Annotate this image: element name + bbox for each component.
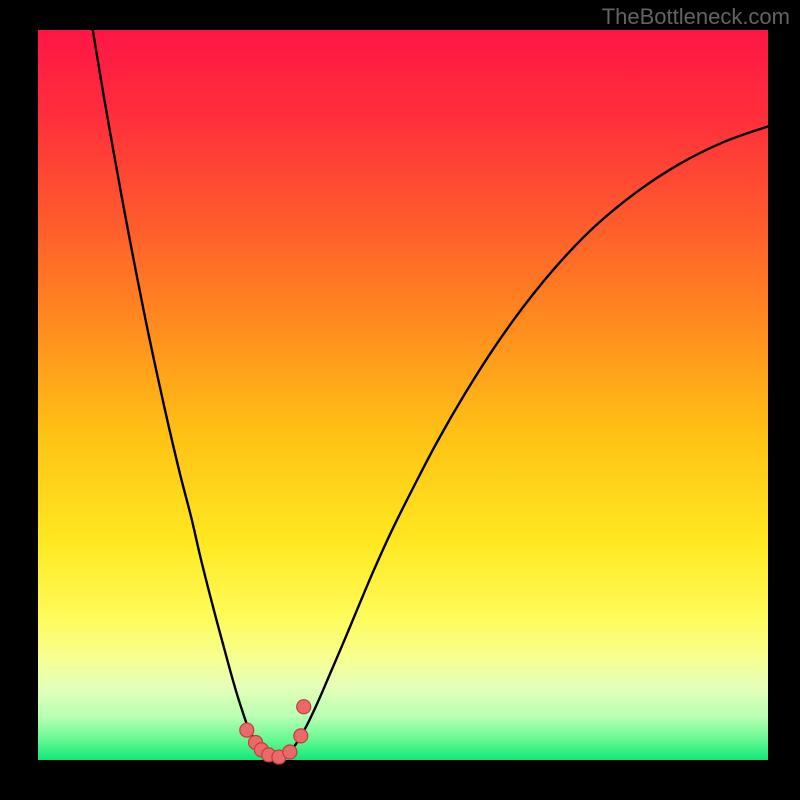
valley-dot	[294, 729, 308, 743]
valley-dot	[240, 723, 254, 737]
plot-background	[38, 30, 768, 760]
stage: TheBottleneck.com	[0, 0, 800, 800]
valley-dot	[283, 745, 297, 759]
watermark-text: TheBottleneck.com	[602, 4, 790, 30]
bottleneck-curve-chart	[0, 0, 800, 800]
valley-dot	[297, 700, 311, 714]
